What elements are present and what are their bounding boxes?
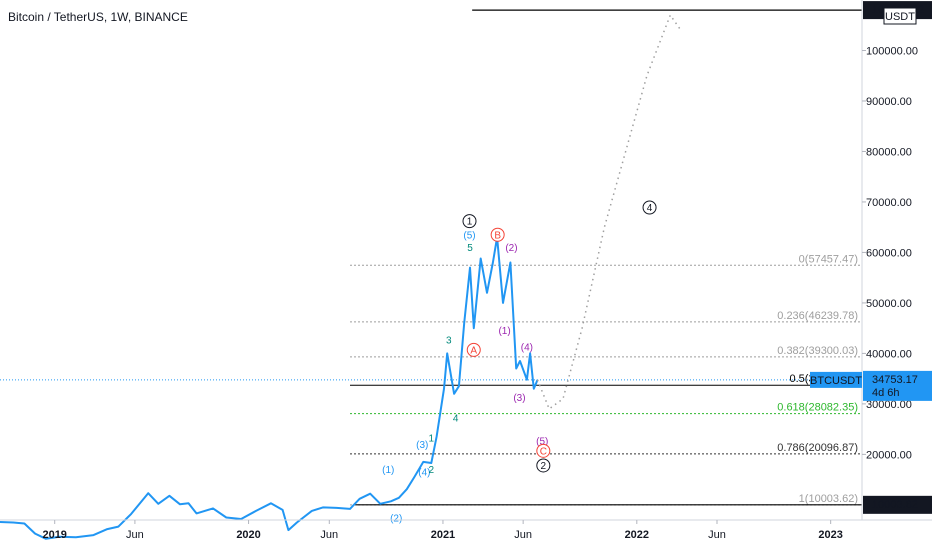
wave-annotation: (2) [390,513,402,524]
wave-annotation: 2 [428,465,434,476]
x-tick-label: Jun [320,529,338,541]
fib-level-label: 0.618(28082.35) [777,402,858,414]
price-series-line [0,237,538,538]
last-price-badge-text: 4d 6h [872,387,900,399]
y-tick-label: 20000.00 [866,449,912,461]
x-tick-label: Jun [708,529,726,541]
low-price-badge-text: 10003.62 [872,499,918,511]
y-tick-label: 40000.00 [866,348,912,360]
wave-annotation: (1) [498,326,510,337]
y-tick-label: 50000.00 [866,298,912,310]
wave-label: A [470,345,477,356]
y-tick-label: 100000.00 [866,45,918,57]
wave-annotation: (1) [382,465,394,476]
symbol-tag: BTCUSDT [810,372,862,388]
currency-label: USDT [885,11,915,23]
x-tick-label: 2022 [625,529,649,541]
last-price-badge-text: 34753.17 [872,374,918,386]
wave-label: 5 [467,243,473,254]
wave-annotation: A [467,343,480,356]
fib-level-label: 1(10003.62) [799,493,858,505]
y-tick-label: 60000.00 [866,247,912,259]
wave-label: (4) [521,342,533,353]
x-tick-label: 2019 [42,529,66,541]
wave-annotation: (5) [463,230,475,241]
y-tick-label: 70000.00 [866,197,912,209]
symbol-title: Bitcoin / TetherUS, 1W, BINANCE [8,10,188,24]
wave-label: 1 [428,434,434,445]
wave-annotation: 1 [428,434,434,445]
wave-annotation: (2) [505,243,517,254]
wave-annotation: 3 [446,335,452,346]
wave-annotation: (4) [521,342,533,353]
x-tick-label: 2023 [818,529,842,541]
wave-label: 4 [647,203,653,214]
wave-annotation: 4 [643,201,656,214]
fib-level-label: 0.236(46239.78) [777,310,858,322]
wave-label: 1 [467,217,473,228]
x-tick-label: Jun [126,529,144,541]
wave-label: B [494,230,501,241]
wave-label: C [540,446,547,457]
projection-path [538,15,681,409]
wave-label: (5) [463,230,475,241]
x-tick-label: 2021 [431,529,455,541]
x-tick-label: Jun [514,529,532,541]
wave-annotation: C [537,444,550,457]
wave-label: 3 [446,335,452,346]
x-tick-label: 2020 [236,529,260,541]
wave-annotation: B [491,228,504,241]
wave-annotation: 2 [537,459,550,472]
wave-label: (1) [498,326,510,337]
y-tick-label: 80000.00 [866,146,912,158]
fib-level-label: 0(57457.47) [799,253,858,265]
wave-label: (3) [416,440,428,451]
wave-label: (2) [505,243,517,254]
wave-label: (2) [390,513,402,524]
wave-annotation: 4 [453,414,459,425]
fib-level-label: 0.382(39300.03) [777,345,858,357]
symbol-tag-text: BTCUSDT [810,375,862,387]
y-tick-label: 90000.00 [866,96,912,108]
wave-annotation: 1 [463,215,476,228]
wave-annotation: (3) [513,393,525,404]
wave-annotation: 5 [467,243,473,254]
wave-label: 4 [453,414,459,425]
wave-annotation: (3) [416,440,428,451]
low-price-badge: 10003.62 [863,496,932,514]
wave-label: (1) [382,465,394,476]
wave-label: (3) [513,393,525,404]
wave-label: 2 [541,461,547,472]
wave-label: 2 [428,465,434,476]
fib-level-label: 0.786(20096.87) [777,442,858,454]
currency-badge[interactable]: USDT [884,8,916,24]
